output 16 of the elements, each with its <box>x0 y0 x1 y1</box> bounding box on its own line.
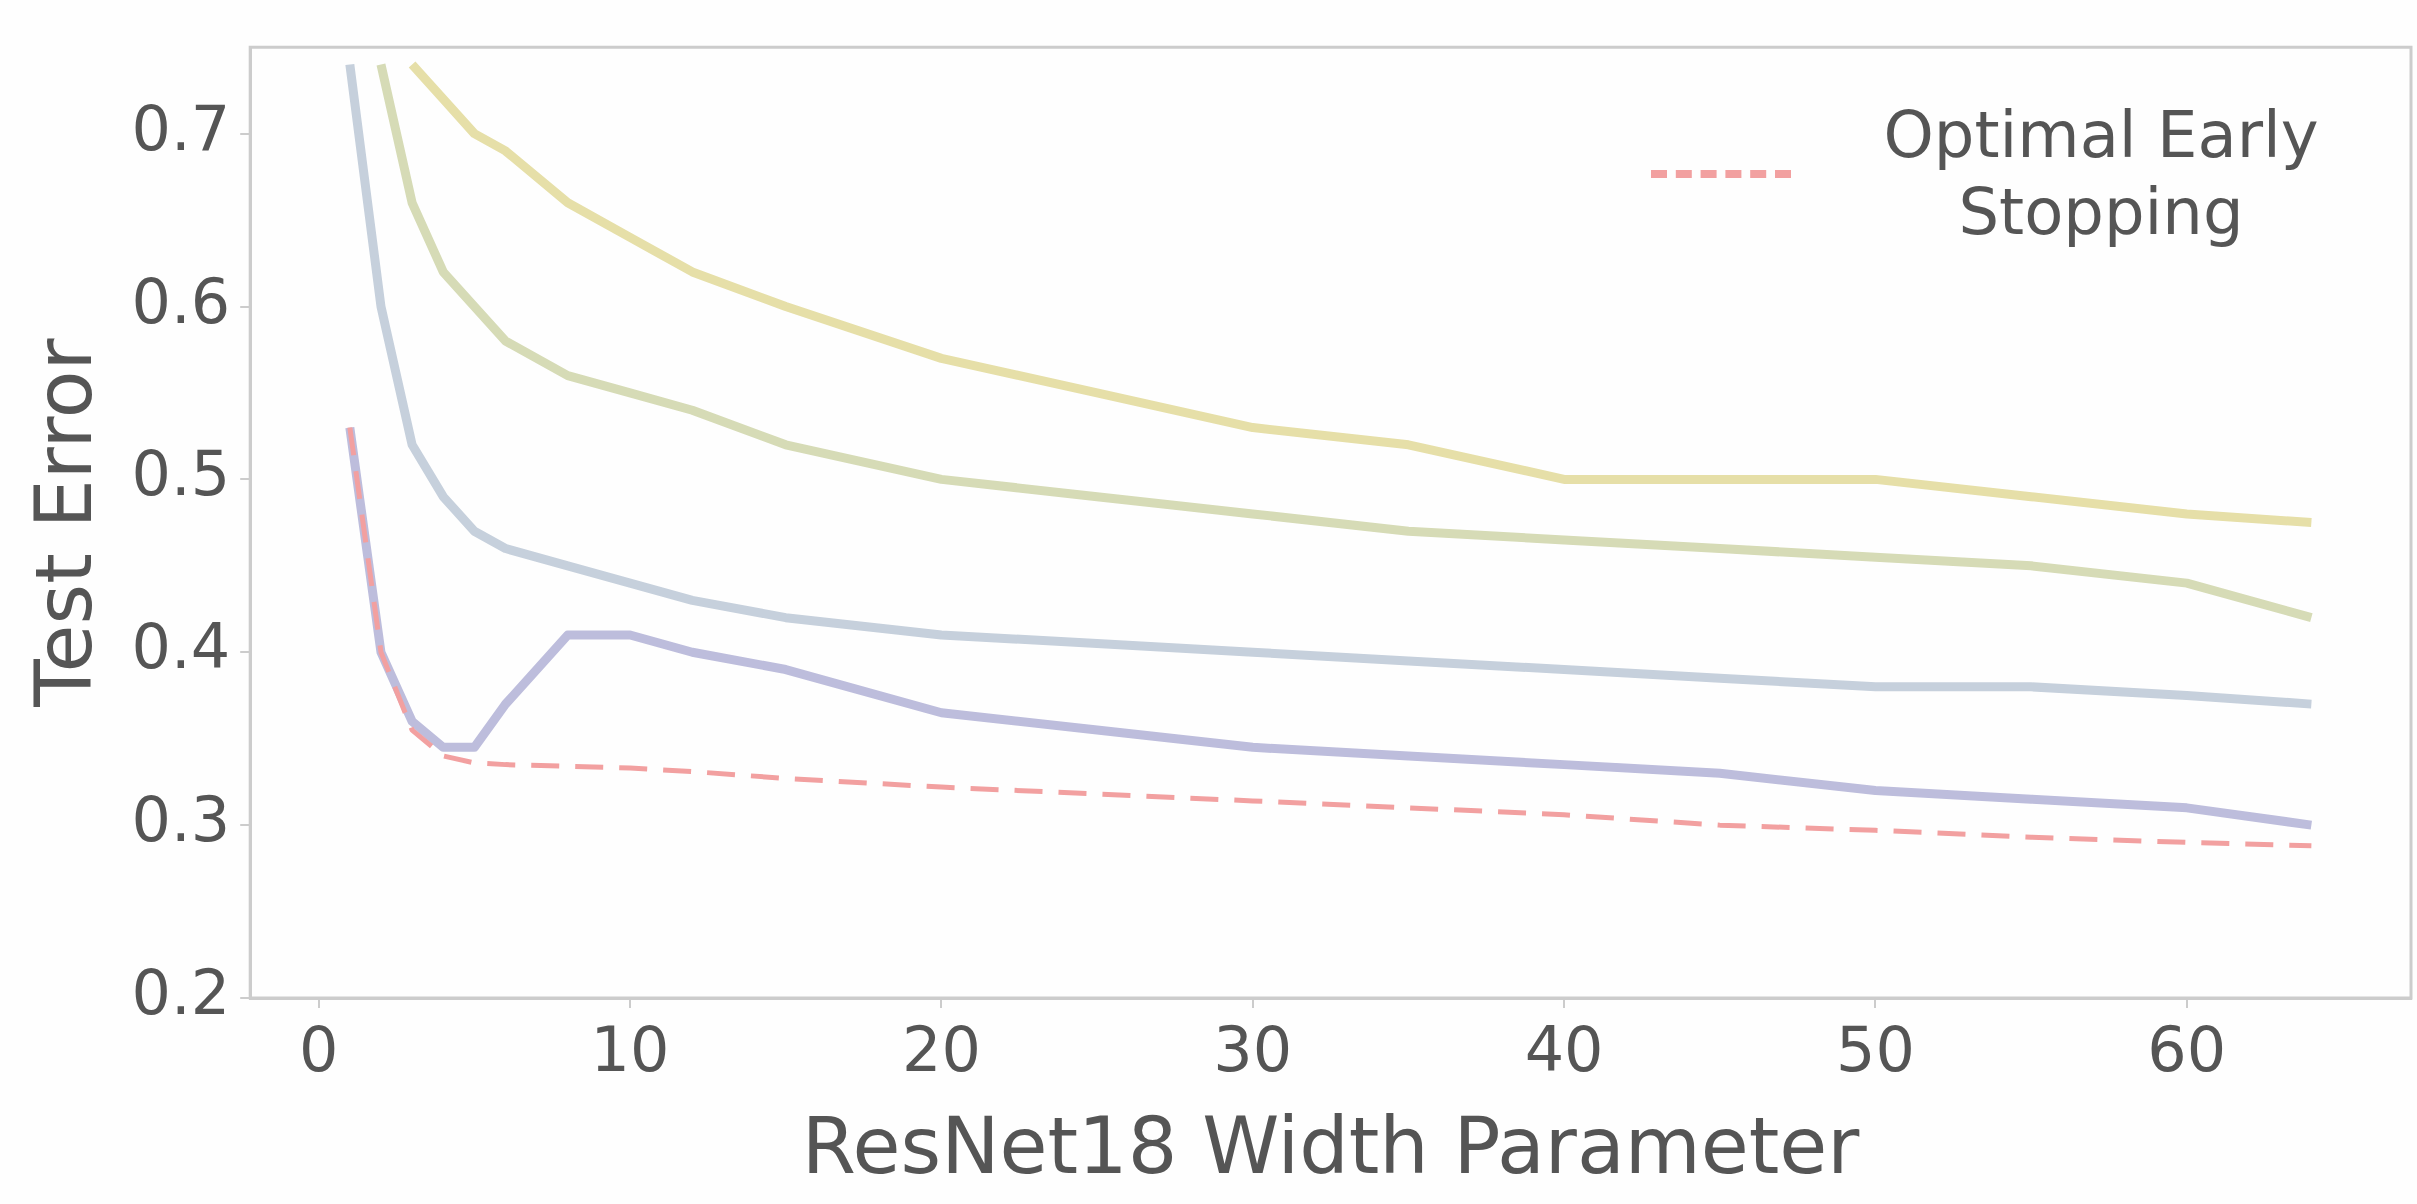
y-tick-label: 0.6 <box>131 264 231 338</box>
y-tick-label: 0.2 <box>131 956 231 1030</box>
y-tick-label: 0.3 <box>131 783 231 857</box>
x-tick-label: 40 <box>1524 1013 1604 1087</box>
x-tick-label: 10 <box>590 1013 670 1087</box>
x-axis-title: ResNet18 Width Parameter <box>801 1101 1861 1192</box>
x-tick-label: 20 <box>901 1013 981 1087</box>
legend-label: Optimal Early Stopping <box>1882 97 2320 251</box>
x-tick-label: 50 <box>1836 1013 1915 1087</box>
x-tick-label: 0 <box>298 1013 339 1087</box>
y-axis-title: Test Error <box>19 337 110 708</box>
y-tick-label: 0.7 <box>131 91 231 165</box>
x-tick-label: 30 <box>1213 1013 1293 1087</box>
y-tick-label: 0.4 <box>131 610 231 684</box>
y-tick-label: 0.5 <box>131 437 231 511</box>
x-tick-label: 60 <box>2147 1013 2227 1087</box>
